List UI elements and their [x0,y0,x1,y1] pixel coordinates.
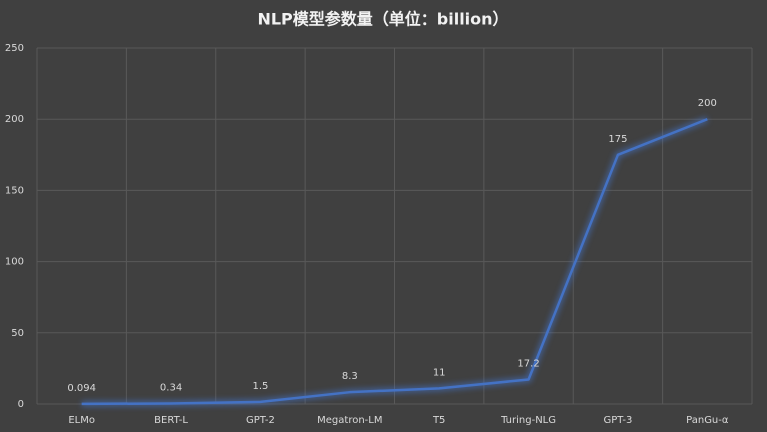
data-label: 200 [698,98,717,109]
y-tick-label: 100 [5,257,24,268]
x-tick-label: Megatron-LM [317,415,382,426]
data-label: 11 [433,367,446,378]
x-tick-label: T5 [432,415,445,426]
y-tick-label: 0 [18,399,24,410]
x-tick-label: GPT-3 [603,415,632,426]
x-tick-label: Turing-NLG [500,415,556,426]
x-tick-label: ELMo [68,415,95,426]
data-label: 8.3 [342,371,358,382]
x-tick-label: PanGu-α [686,415,729,426]
chart-title: NLP模型参数量（单位：billion） [257,10,508,29]
data-label: 175 [608,134,627,145]
data-label: 0.094 [67,383,96,394]
x-tick-label: GPT-2 [246,415,275,426]
y-tick-label: 200 [5,114,24,125]
data-label: 17.2 [517,359,539,370]
data-label: 1.5 [252,381,268,392]
line [81,118,708,406]
data-label: 0.34 [160,383,182,394]
y-tick-label: 150 [5,185,24,196]
y-tick-label: 250 [5,43,24,54]
x-tick-label: BERT-L [154,415,188,426]
y-tick-label: 50 [11,328,24,339]
